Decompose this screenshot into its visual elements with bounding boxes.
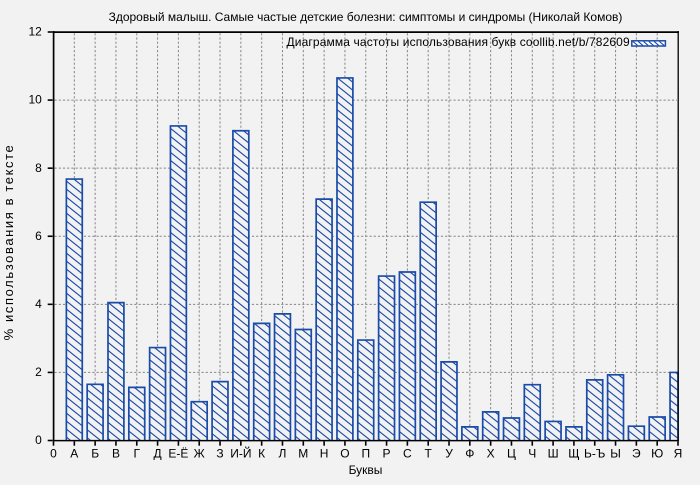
- svg-text:Ц: Ц: [507, 447, 516, 461]
- svg-text:П: П: [361, 447, 370, 461]
- svg-text:М: М: [298, 447, 308, 461]
- svg-text:Здоровый малыш. Самые частые д: Здоровый малыш. Самые частые детские бол…: [109, 10, 623, 24]
- svg-text:Щ: Щ: [568, 447, 579, 461]
- svg-text:Ш: Ш: [548, 447, 559, 461]
- svg-text:Ф: Ф: [465, 447, 474, 461]
- svg-text:10: 10: [28, 93, 42, 107]
- svg-text:0: 0: [50, 447, 57, 461]
- svg-text:Ю: Ю: [651, 447, 663, 461]
- svg-text:Т: Т: [425, 447, 433, 461]
- svg-text:0: 0: [35, 433, 42, 447]
- svg-text:Н: Н: [320, 447, 329, 461]
- svg-text:Д: Д: [154, 447, 162, 461]
- svg-text:Э: Э: [632, 447, 641, 461]
- svg-text:Ы: Ы: [610, 447, 621, 461]
- svg-text:З: З: [216, 447, 223, 461]
- svg-text:6: 6: [35, 229, 42, 243]
- svg-text:% использования в тексте: % использования в тексте: [1, 144, 16, 341]
- svg-text:Р: Р: [383, 447, 391, 461]
- svg-text:Г: Г: [134, 447, 141, 461]
- svg-text:Буквы: Буквы: [349, 463, 383, 477]
- svg-text:Диаграмма частоты использовани: Диаграмма частоты использования букв coo…: [287, 35, 630, 49]
- svg-text:4: 4: [35, 297, 42, 311]
- svg-text:Е-Ё: Е-Ё: [168, 447, 188, 461]
- svg-text:Ч: Ч: [528, 447, 536, 461]
- svg-text:Я: Я: [674, 447, 683, 461]
- svg-text:К: К: [258, 447, 265, 461]
- svg-text:И-Й: И-Й: [230, 446, 251, 461]
- svg-text:С: С: [403, 447, 412, 461]
- svg-text:О: О: [340, 447, 349, 461]
- svg-text:Л: Л: [279, 447, 287, 461]
- svg-text:8: 8: [35, 161, 42, 175]
- svg-text:Б: Б: [91, 447, 99, 461]
- svg-text:Ь-Ъ: Ь-Ъ: [584, 447, 605, 461]
- svg-text:У: У: [445, 447, 453, 461]
- svg-text:12: 12: [28, 25, 42, 39]
- svg-text:В: В: [112, 447, 120, 461]
- svg-text:А: А: [70, 447, 78, 461]
- svg-text:Х: Х: [487, 447, 495, 461]
- svg-text:2: 2: [35, 365, 42, 379]
- svg-text:Ж: Ж: [194, 447, 205, 461]
